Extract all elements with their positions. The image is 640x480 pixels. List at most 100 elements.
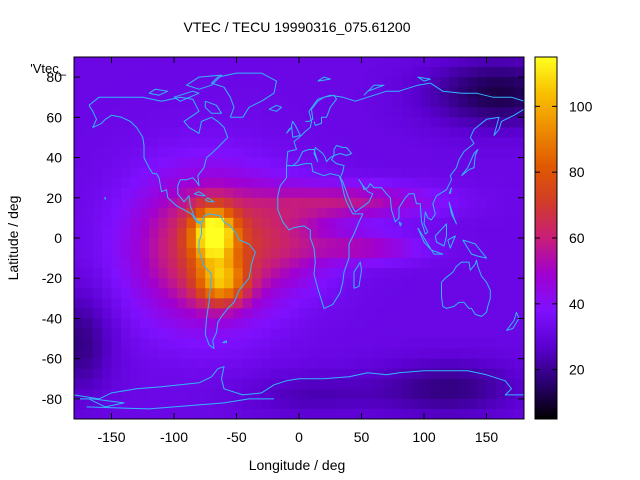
- heatmap-cell: [261, 378, 272, 390]
- heatmap-cell: [402, 157, 413, 169]
- heatmap-cell: [467, 177, 478, 189]
- heatmap-cell: [83, 298, 94, 309]
- heatmap-cell: [280, 157, 291, 169]
- heatmap-cell: [495, 77, 506, 88]
- heatmap-cell: [261, 288, 272, 299]
- heatmap-cell: [139, 378, 150, 390]
- heatmap-cell: [364, 258, 375, 269]
- heatmap-cell: [355, 187, 366, 199]
- heatmap-cell: [289, 77, 300, 88]
- coastline: [291, 120, 301, 138]
- heatmap-cell: [486, 157, 497, 169]
- heatmap-cell: [299, 67, 309, 78]
- heatmap-cell: [224, 348, 234, 360]
- heatmap-cell: [252, 97, 263, 108]
- heatmap-cell: [167, 368, 178, 380]
- heatmap-cell: [458, 338, 469, 350]
- heatmap-cell: [336, 348, 347, 360]
- heatmap-cell: [83, 67, 94, 78]
- heatmap-cell: [420, 368, 431, 380]
- heatmap-cell: [392, 147, 403, 159]
- heatmap-cell: [214, 378, 225, 390]
- heatmap-cell: [308, 348, 319, 360]
- heatmap-cell: [139, 77, 150, 88]
- heatmap-cell: [345, 77, 356, 88]
- heatmap-cell: [411, 117, 422, 128]
- heatmap-cell: [439, 398, 450, 410]
- heatmap-cell: [345, 398, 356, 410]
- heatmap-cell: [177, 87, 188, 98]
- heatmap-cell: [299, 318, 309, 330]
- heatmap-cell: [280, 308, 291, 320]
- heatmap-cell: [83, 338, 94, 350]
- heatmap-cell: [411, 318, 422, 330]
- heatmap-cell: [336, 127, 347, 139]
- heatmap-cell: [102, 57, 113, 68]
- heatmap-cell: [420, 157, 431, 169]
- heatmap-cell: [477, 127, 488, 139]
- heatmap-cell: [420, 328, 431, 340]
- heatmap-cell: [449, 358, 459, 370]
- heatmap-cell: [205, 157, 216, 169]
- heatmap-cell: [270, 117, 281, 128]
- heatmap-cell: [111, 127, 122, 139]
- heatmap-cell: [252, 288, 263, 299]
- heatmap-cell: [120, 57, 131, 68]
- heatmap-cell: [289, 187, 300, 199]
- heatmap-cell: [317, 358, 328, 370]
- heatmap-cell: [514, 378, 524, 390]
- heatmap-cell: [420, 67, 431, 78]
- heatmap-cell: [289, 328, 300, 340]
- heatmap-cell: [224, 308, 234, 320]
- heatmap-cell: [364, 97, 375, 108]
- heatmap-cell: [158, 147, 169, 159]
- heatmap-cell: [392, 328, 403, 340]
- heatmap-cell: [186, 238, 197, 249]
- heatmap-cell: [289, 97, 300, 108]
- heatmap-cell: [486, 177, 497, 189]
- heatmap-cell: [270, 358, 281, 370]
- heatmap-cell: [420, 408, 431, 419]
- heatmap-cell: [392, 258, 403, 269]
- heatmap-cell: [430, 258, 441, 269]
- heatmap-cell: [355, 398, 366, 410]
- heatmap-cell: [280, 388, 291, 400]
- heatmap-cell: [214, 137, 225, 149]
- heatmap-cell: [280, 268, 291, 279]
- heatmap-cell: [308, 107, 319, 118]
- heatmap-cell: [102, 408, 113, 419]
- heatmap-cell: [111, 238, 122, 249]
- heatmap-cell: [402, 328, 413, 340]
- heatmap-cell: [280, 378, 291, 390]
- heatmap-cell: [139, 308, 150, 320]
- heatmap-cell: [317, 368, 328, 380]
- heatmap-cell: [83, 197, 94, 209]
- heatmap-cell: [308, 288, 319, 299]
- heatmap-cell: [289, 238, 300, 249]
- heatmap-cell: [420, 288, 431, 299]
- heatmap-cell: [92, 318, 103, 330]
- heatmap-cell: [420, 57, 431, 68]
- heatmap-cell: [317, 238, 328, 249]
- heatmap-cell: [102, 388, 113, 400]
- heatmap-cell: [111, 358, 122, 370]
- heatmap-cell: [355, 147, 366, 159]
- heatmap-cell: [336, 338, 347, 350]
- heatmap-cell: [167, 378, 178, 390]
- heatmap-cell: [364, 378, 375, 390]
- heatmap-cell: [195, 97, 206, 108]
- heatmap-cell: [495, 248, 506, 259]
- heatmap-cell: [420, 117, 431, 128]
- heatmap-cell: [299, 177, 309, 189]
- heatmap-cell: [486, 328, 497, 340]
- heatmap-cell: [214, 268, 225, 279]
- heatmap-cell: [214, 187, 225, 199]
- heatmap-cell: [364, 248, 375, 259]
- heatmap-cell: [308, 328, 319, 340]
- heatmap-cell: [402, 298, 413, 309]
- heatmap-cell: [102, 77, 113, 88]
- heatmap-cell: [252, 348, 263, 360]
- heatmap-cell: [83, 408, 94, 419]
- heatmap-cell: [374, 388, 384, 400]
- heatmap-cell: [327, 398, 338, 410]
